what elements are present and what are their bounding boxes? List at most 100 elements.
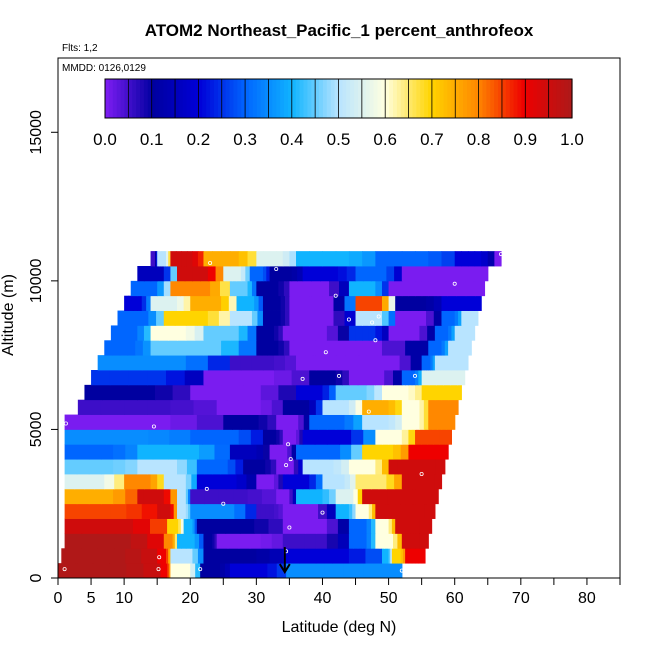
sample-point [274,266,279,271]
heatmap-cell [357,533,363,549]
heatmap-cell [388,414,396,430]
heatmap-cell [456,355,464,371]
heatmap-cell [282,399,291,415]
colorbar-cell [151,79,157,118]
heatmap-cell [353,488,359,505]
colorbar-cell [513,79,519,118]
heatmap-cell [143,414,171,430]
heatmap-cell [203,533,207,549]
heatmap-cell [434,384,443,401]
heatmap-cell [451,355,458,371]
heatmap-cell [219,280,231,297]
heatmap-cell [339,503,343,519]
heatmap-cell [161,251,165,267]
heatmap-cell [137,444,154,460]
heatmap-cell [124,325,132,341]
heatmap-cell [459,266,475,282]
heatmap-cell [227,266,233,282]
heatmap-cell [64,518,83,534]
heatmap-cell [393,444,402,460]
heatmap-cell [315,533,328,549]
heatmap-cell [278,340,285,356]
heatmap-cell [165,533,169,549]
heatmap-cell [326,429,340,445]
colorbar-cell [548,79,554,118]
heatmap-cell [278,474,284,490]
heatmap-cell [165,548,169,564]
heatmap-cell [150,325,160,341]
heatmap-cell [469,310,473,326]
heatmap-cell [368,295,376,311]
heatmap-cell [286,266,293,282]
heatmap-cell [185,533,191,549]
x-tick-label: 0 [54,590,63,607]
colorbar-cell [140,79,145,118]
heatmap-cell [216,399,229,415]
heatmap-cell [260,384,279,401]
heatmap-cell [283,340,291,356]
heatmap-cell [302,266,313,282]
heatmap-cell [297,266,304,282]
heatmap-cell [398,548,402,564]
heatmap-cell [327,474,335,490]
heatmap-cell [168,340,187,356]
heatmap-cell [441,325,446,341]
heatmap-cell [184,266,194,282]
heatmap-cell [401,266,417,282]
heatmap-cell [410,533,416,549]
heatmap-cell [160,503,165,519]
heatmap-cell [395,414,403,430]
heatmap-cell [419,533,425,549]
heatmap-cell [97,355,121,371]
heatmap-cell [262,251,271,267]
x-tick-label: 30 [247,590,265,607]
heatmap-cell [289,280,300,297]
heatmap-cell [265,474,271,490]
heatmap-cell [315,474,324,490]
sample-point [288,457,293,462]
heatmap-cell [352,503,357,519]
heatmap-cell [157,459,168,475]
colorbar-cell [509,79,515,118]
heatmap-cell [348,370,359,386]
colorbar [104,78,573,119]
heatmap-cell [377,444,386,460]
heatmap-cell [378,518,383,534]
heatmap-cell [444,266,460,282]
heatmap-cell [243,280,249,297]
colorbar-cell [517,79,523,118]
colorbar-cell [521,79,526,118]
heatmap-cell [318,444,330,460]
heatmap-cell [258,295,264,311]
colorbar-cell [392,79,398,118]
colorbar-cell [120,79,126,118]
heatmap-cell [346,266,357,282]
heatmap-cell [435,459,446,475]
heatmap-cell [428,370,437,386]
colorbar-cell [213,79,219,118]
heatmap-cell [499,251,502,267]
heatmap-cell [114,474,125,490]
heatmap-cell [88,488,102,505]
heatmap-cell [402,310,412,326]
heatmap-cell [267,280,274,297]
heatmap-cell [302,488,310,505]
heatmap-cell [211,518,227,534]
heatmap-cell [283,280,291,297]
heatmap-cell [474,251,482,267]
heatmap-cell [291,266,298,282]
heatmap-cell [260,399,273,415]
heatmap-cell [254,459,261,475]
heatmap-cell [203,370,222,386]
heatmap-cell [282,429,287,445]
heatmap-cell [206,474,218,490]
heatmap-cell [261,340,268,356]
heatmap-cell [236,295,242,311]
heatmap-cell [185,563,191,579]
heatmap-cell [432,355,436,371]
heatmap-cell [348,488,354,505]
heatmap-cell [197,295,207,311]
heatmap-cell [265,503,271,519]
sample-point [156,567,161,572]
heatmap-cell [406,533,412,549]
